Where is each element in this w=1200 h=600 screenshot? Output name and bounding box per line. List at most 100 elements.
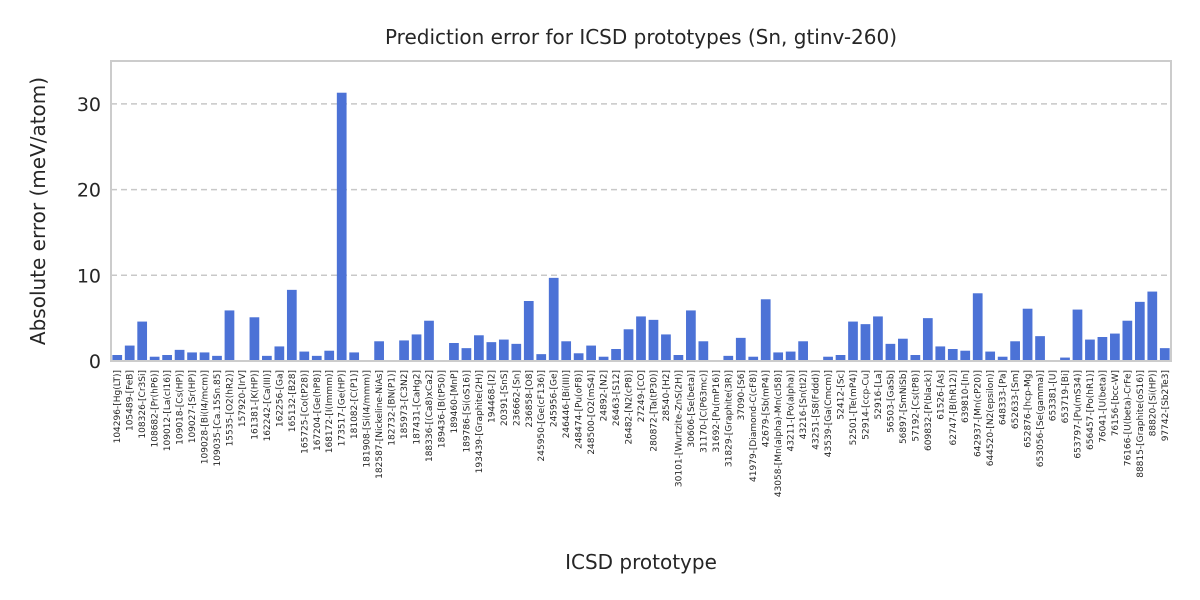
x-tick-label: 43216-[Sn(tI2)] [799, 370, 809, 439]
bar [636, 316, 646, 361]
x-tick-label: 31170-[C(P63mc)] [699, 370, 709, 453]
x-tick-label: 43539-[Ga(Cmcm)] [824, 370, 834, 457]
x-tick-label: 161381-[K(HP)] [250, 370, 260, 440]
x-tick-label: 167204-[Ge(hP8)] [313, 370, 323, 451]
bar [449, 343, 459, 361]
x-tick-label: 109028-[Bi(I4/mcm)] [201, 370, 211, 464]
x-tick-label: 248474-[Pu(oF8)] [575, 370, 585, 449]
bar [224, 310, 235, 361]
x-tick-label: 31829-[Graphite(3R)] [724, 370, 734, 467]
x-tick-label: 27249-[CO] [637, 370, 647, 422]
y-axis-ticks: 0 10 20 30 [77, 94, 101, 373]
bar [299, 351, 310, 361]
x-tick-label: 182732-[BN(P1)] [388, 370, 398, 446]
bar [311, 355, 322, 361]
x-tick-label: 181908-[Si(I4/mmm)] [363, 370, 373, 468]
x-tick-label: 187431-[CaHg2] [413, 370, 423, 445]
bar [1134, 301, 1145, 361]
bar [324, 350, 335, 361]
x-tick-label: 37090-[S6] [737, 370, 747, 420]
bar [1159, 348, 1170, 361]
x-tick-label: 24892-[N2] [600, 370, 610, 421]
bar [835, 355, 846, 361]
x-tick-label: 162242-[Ca(III)] [263, 370, 273, 441]
bar [424, 320, 434, 361]
x-tick-label: 31692-[Pu(mP16)] [712, 370, 722, 453]
bar [910, 355, 921, 361]
bar [586, 345, 596, 361]
bar [286, 289, 297, 361]
bar [735, 337, 746, 361]
x-tick-label: 105489-[FeB] [126, 370, 136, 431]
x-tick-label: 656457-[Po(hR1)] [1086, 370, 1096, 450]
bar [885, 343, 896, 361]
bar [411, 334, 422, 361]
y-axis-label: Absolute error (meV/atom) [26, 77, 50, 345]
x-tick-label: 246446-[Bi(III)] [562, 370, 572, 438]
x-tick-label: 41979-[Diamond-C(cF8)] [749, 370, 759, 482]
bar [474, 335, 484, 361]
bars [112, 92, 1170, 361]
x-tick-label: 182587-[Nickeline-NiAs] [375, 370, 385, 479]
bar [536, 354, 547, 361]
bar [573, 353, 584, 361]
chart-title: Prediction error for ICSD prototypes (Sn… [385, 25, 897, 49]
x-tick-label: 245950-[Ge(cF136)] [537, 370, 547, 461]
bar [611, 349, 621, 361]
bar [1010, 341, 1020, 361]
x-tick-label: 181082-[C(P1)] [350, 370, 360, 439]
x-axis-ticks: 104296-[Hg(LT)] 105489-[FeB] 108326-[Cr3Si… [113, 370, 1171, 497]
bar [960, 350, 971, 361]
bar [1147, 291, 1158, 361]
bar [336, 92, 347, 361]
bar [947, 349, 958, 361]
bar [112, 355, 123, 361]
bar [374, 341, 384, 361]
x-tick-label: 642937-[Mn(cP20)] [974, 370, 984, 457]
x-tick-label: 653056-[Se(gamma)] [1036, 370, 1046, 467]
x-tick-label: 28540-[H2] [662, 370, 672, 421]
x-tick-label: 157920-[IrV] [238, 370, 248, 427]
x-tick-label: 652876-[hcp-Mg] [1024, 370, 1034, 448]
x-tick-label: 43251-[S8(Fddd)] [812, 370, 822, 450]
bar [823, 356, 833, 361]
bar [748, 356, 759, 361]
bar [174, 349, 185, 361]
bar [187, 352, 197, 361]
bar [985, 351, 996, 361]
bar [199, 352, 210, 361]
x-tick-label: 109018-[Cs(HP)] [176, 370, 186, 445]
x-tick-label: 30606-[Se(beta)] [687, 370, 697, 447]
x-tick-label: 193439-[Graphite(2H)] [475, 370, 485, 473]
x-tick-label: 57192-[Cs(tP8)] [911, 370, 921, 442]
bar [673, 355, 684, 361]
x-tick-label: 653381-[U] [1049, 370, 1059, 421]
bar [399, 340, 409, 361]
x-tick-label: 188336-[(Ca8)xCa2] [425, 370, 435, 462]
bar [1110, 333, 1120, 361]
x-tick-label: 248500-[O2(mS4)] [587, 370, 597, 455]
x-tick-label: 109035-[Ca.15Sn.85] [213, 370, 223, 466]
x-tick-label: 109027-[Sr(HP)] [188, 370, 198, 443]
x-tick-label: 88820-[Si(HP)] [1148, 370, 1158, 436]
bar [848, 321, 858, 361]
bar [860, 324, 871, 361]
x-tick-label: 189436-[B(tP50)] [437, 370, 447, 448]
bar [486, 342, 497, 361]
x-tick-label: 189786-[Si(oS16)] [462, 370, 472, 453]
bar [212, 355, 222, 361]
x-tick-label: 236662-[Sn] [512, 370, 522, 426]
x-tick-label: 43058-[Mn(alpha)-Mn(cI58)] [774, 370, 784, 497]
x-tick-label: 52916-[La] [874, 370, 884, 419]
x-tick-label: 280872-[Ta(tP30)] [649, 370, 659, 452]
bar [648, 319, 659, 361]
x-tick-label: 42679-[Sb(mP4)] [762, 370, 772, 447]
x-tick-label: 43211-[Po(alpha)] [787, 370, 797, 451]
bar [773, 352, 784, 361]
bar [162, 355, 172, 361]
x-tick-label: 653719-[Bi] [1061, 370, 1071, 423]
x-tick-label: 52412-[Sc] [837, 370, 847, 420]
x-tick-label: 108326-[Cr3Si] [138, 370, 148, 439]
bar [698, 341, 709, 361]
